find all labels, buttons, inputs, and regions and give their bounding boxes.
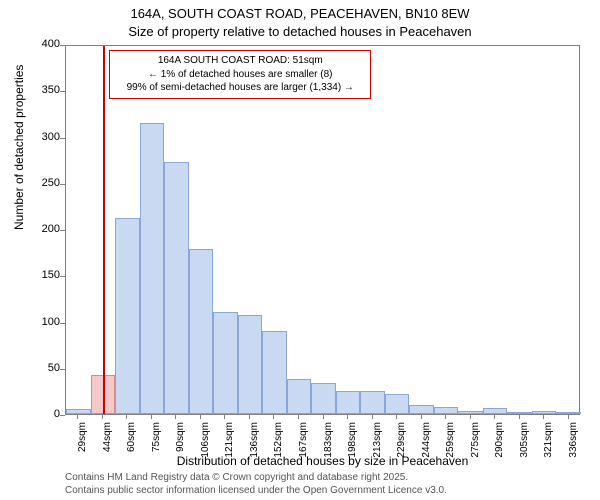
x-tick-mark — [445, 414, 446, 419]
property-marker-line — [103, 46, 105, 414]
y-tick-mark — [60, 184, 65, 185]
x-tick-mark — [372, 414, 373, 419]
y-tick-label: 300 — [30, 131, 60, 143]
annotation-box: 164A SOUTH COAST ROAD: 51sqm← 1% of deta… — [109, 50, 371, 99]
x-tick-mark — [200, 414, 201, 419]
histogram-bar — [238, 315, 263, 414]
chart-title-sub: Size of property relative to detached ho… — [0, 24, 600, 39]
y-tick-label: 250 — [30, 177, 60, 189]
y-tick-mark — [60, 45, 65, 46]
y-tick-label: 150 — [30, 269, 60, 281]
y-tick-label: 200 — [30, 223, 60, 235]
attribution-text: Contains HM Land Registry data © Crown c… — [65, 471, 447, 497]
histogram-bar — [360, 391, 385, 414]
chart-container: 164A, SOUTH COAST ROAD, PEACEHAVEN, BN10… — [0, 0, 600, 500]
x-tick-mark — [494, 414, 495, 419]
y-tick-mark — [60, 91, 65, 92]
x-tick-mark — [249, 414, 250, 419]
attribution-line2: Contains public sector information licen… — [65, 484, 447, 497]
x-tick-mark — [273, 414, 274, 419]
x-tick-mark — [470, 414, 471, 419]
y-axis-label: Number of detached properties — [12, 65, 26, 230]
y-tick-mark — [60, 369, 65, 370]
histogram-bar — [66, 409, 91, 414]
histogram-bar — [434, 407, 459, 414]
annotation-line: 164A SOUTH COAST ROAD: 51sqm — [116, 54, 364, 68]
x-tick-mark — [519, 414, 520, 419]
histogram-bar — [385, 394, 410, 414]
histogram-bar — [115, 218, 140, 414]
x-tick-mark — [347, 414, 348, 419]
x-tick-mark — [77, 414, 78, 419]
x-tick-mark — [396, 414, 397, 419]
y-tick-label: 50 — [30, 362, 60, 374]
histogram-bar — [140, 123, 165, 414]
histogram-bar — [262, 331, 287, 414]
y-tick-mark — [60, 415, 65, 416]
y-tick-label: 0 — [30, 408, 60, 420]
attribution-line1: Contains HM Land Registry data © Crown c… — [65, 471, 447, 484]
annotation-line: 99% of semi-detached houses are larger (… — [116, 81, 364, 95]
x-tick-mark — [568, 414, 569, 419]
x-tick-mark — [102, 414, 103, 419]
x-axis-label: Distribution of detached houses by size … — [65, 454, 580, 468]
x-tick-mark — [543, 414, 544, 419]
chart-title-main: 164A, SOUTH COAST ROAD, PEACEHAVEN, BN10… — [0, 6, 600, 21]
histogram-bar — [164, 162, 189, 414]
histogram-bar — [213, 312, 238, 414]
histogram-bar — [311, 383, 336, 414]
x-tick-mark — [126, 414, 127, 419]
plot-area: 164A SOUTH COAST ROAD: 51sqm← 1% of deta… — [65, 45, 580, 415]
x-tick-mark — [224, 414, 225, 419]
x-tick-mark — [323, 414, 324, 419]
x-tick-mark — [421, 414, 422, 419]
y-tick-mark — [60, 230, 65, 231]
y-tick-label: 100 — [30, 316, 60, 328]
y-tick-label: 400 — [30, 38, 60, 50]
x-tick-mark — [175, 414, 176, 419]
histogram-bar — [189, 249, 214, 414]
y-tick-label: 350 — [30, 84, 60, 96]
histogram-bar — [409, 405, 434, 414]
histogram-bar — [287, 379, 312, 414]
histogram-bar — [336, 391, 361, 414]
annotation-line: ← 1% of detached houses are smaller (8) — [116, 68, 364, 82]
x-tick-mark — [151, 414, 152, 419]
y-tick-mark — [60, 323, 65, 324]
y-tick-mark — [60, 276, 65, 277]
y-tick-mark — [60, 138, 65, 139]
x-tick-mark — [298, 414, 299, 419]
